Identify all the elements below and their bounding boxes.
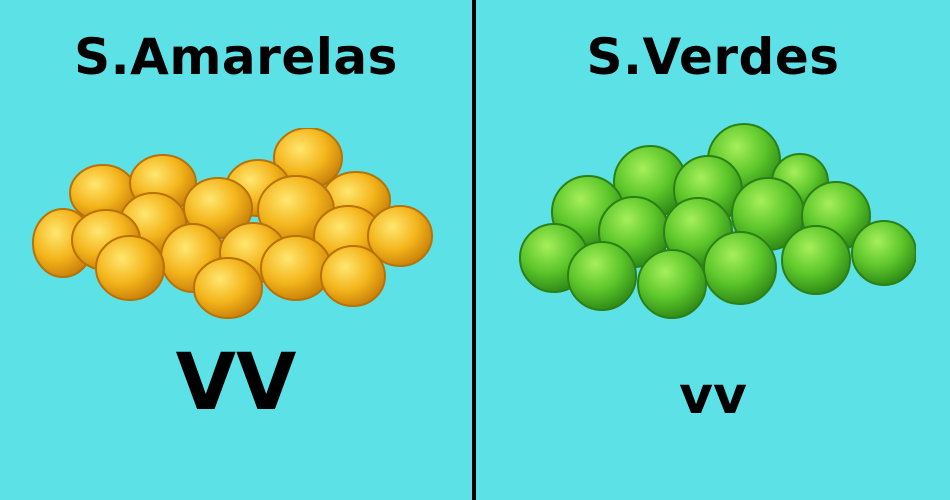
green-seed	[781, 225, 851, 295]
green-seed-group	[519, 123, 916, 319]
green-genotype-label: vv	[679, 366, 747, 426]
yellow-seed	[95, 235, 165, 301]
yellow-seeds-panel: S.Amarelas	[0, 0, 472, 500]
green-seed	[567, 241, 637, 311]
green-seed	[637, 249, 707, 319]
yellow-seeds-pile	[32, 128, 433, 319]
yellow-seed-group	[32, 128, 433, 319]
green-seed	[851, 220, 916, 286]
yellow-seed	[260, 235, 332, 301]
green-seeds-pile	[519, 123, 916, 319]
yellow-seed	[367, 205, 433, 267]
yellow-seed	[193, 257, 263, 319]
green-seeds-title: S.Verdes	[586, 28, 840, 86]
panel-divider	[472, 0, 476, 500]
yellow-seeds-title: S.Amarelas	[74, 28, 398, 86]
yellow-genotype-label: VV	[175, 338, 297, 428]
yellow-seed	[320, 245, 386, 307]
green-seed	[703, 231, 777, 305]
green-seeds-panel: S.Verdes	[476, 0, 950, 500]
